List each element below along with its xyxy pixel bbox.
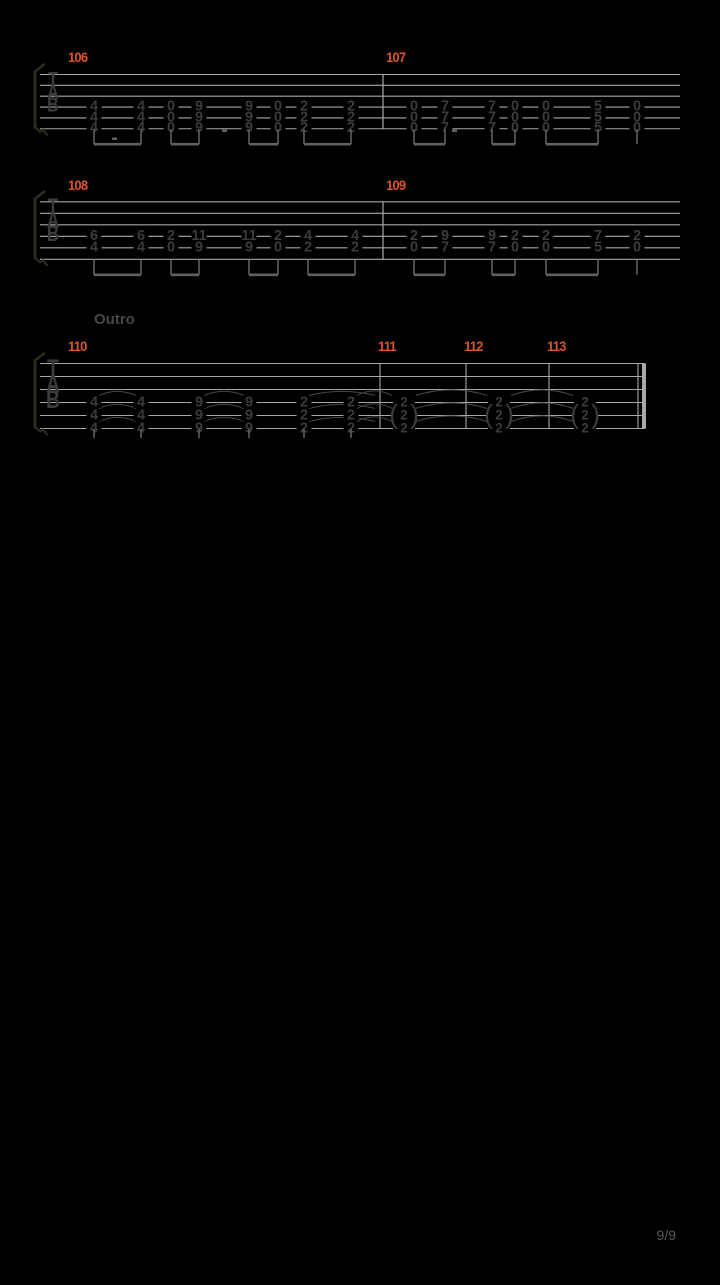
svg-text:Outro: Outro bbox=[94, 311, 135, 328]
svg-text:7: 7 bbox=[488, 239, 496, 255]
svg-text:2: 2 bbox=[581, 421, 589, 436]
svg-text:2: 2 bbox=[351, 239, 359, 255]
svg-text:107: 107 bbox=[386, 50, 406, 65]
svg-text:0: 0 bbox=[511, 239, 519, 255]
svg-text:106: 106 bbox=[68, 50, 88, 65]
svg-text:0: 0 bbox=[633, 239, 641, 255]
svg-text:0: 0 bbox=[542, 239, 550, 255]
svg-text:112: 112 bbox=[464, 339, 483, 354]
svg-text:4: 4 bbox=[137, 239, 145, 255]
svg-text:9/9: 9/9 bbox=[657, 1227, 677, 1243]
svg-text:(: ( bbox=[389, 400, 398, 430]
svg-text:110: 110 bbox=[68, 339, 87, 354]
svg-text:B: B bbox=[47, 222, 59, 247]
svg-text:2: 2 bbox=[400, 421, 408, 436]
svg-text:0: 0 bbox=[274, 239, 282, 255]
svg-text:B: B bbox=[46, 386, 60, 414]
svg-text:0: 0 bbox=[167, 239, 175, 255]
svg-text:111: 111 bbox=[378, 339, 397, 354]
svg-text:): ) bbox=[505, 400, 514, 430]
svg-text:(: ( bbox=[570, 400, 579, 430]
svg-text:113: 113 bbox=[547, 339, 566, 354]
svg-text:4: 4 bbox=[90, 239, 98, 255]
svg-text:2: 2 bbox=[304, 239, 312, 255]
svg-text:109: 109 bbox=[386, 178, 406, 193]
svg-text:9: 9 bbox=[245, 239, 253, 255]
svg-text:): ) bbox=[591, 400, 600, 430]
svg-text:): ) bbox=[410, 400, 419, 430]
svg-text:2: 2 bbox=[495, 421, 503, 436]
svg-text:5: 5 bbox=[594, 239, 602, 255]
svg-text:B: B bbox=[47, 93, 59, 116]
svg-text:(: ( bbox=[484, 400, 493, 430]
svg-text:9: 9 bbox=[195, 239, 203, 255]
svg-text:7: 7 bbox=[441, 239, 449, 255]
svg-text:108: 108 bbox=[68, 178, 88, 193]
svg-text:0: 0 bbox=[410, 239, 418, 255]
